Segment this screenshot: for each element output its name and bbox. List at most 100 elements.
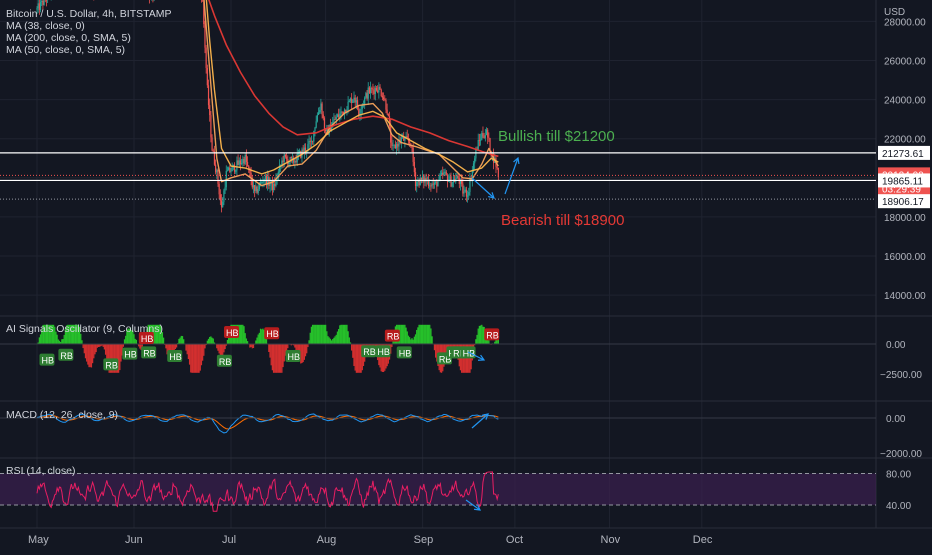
signal-badge-text: HB: [288, 352, 301, 362]
candle-body: [442, 173, 443, 175]
candle-body: [340, 112, 341, 114]
candle-body: [474, 158, 475, 163]
candle-body: [482, 133, 483, 136]
candle-body: [478, 140, 479, 150]
candle-body: [450, 176, 451, 186]
signal-badge-hb: HB: [39, 354, 54, 366]
month-label: Dec: [693, 534, 713, 546]
candle-body: [316, 121, 317, 127]
candle-body: [456, 176, 457, 179]
indicator-ma50[interactable]: MA (50, close, 0, SMA, 5): [6, 44, 172, 56]
candle: [43, 0, 44, 6]
candle-body: [436, 181, 437, 186]
candle-body: [364, 98, 365, 105]
candle-body: [204, 24, 205, 48]
candle-body: [291, 157, 292, 158]
candle-body: [434, 183, 435, 185]
candle-body: [41, 1, 42, 2]
candle-body: [240, 160, 241, 164]
candle-body: [440, 175, 441, 176]
candle-body: [356, 100, 357, 102]
bullish-annotation: Bullish till $21200: [498, 128, 615, 145]
candle-body: [378, 87, 379, 93]
candle-body: [441, 173, 442, 175]
signal-badge-text: HB: [226, 328, 239, 338]
candle-body: [216, 170, 217, 172]
candle-body: [295, 161, 296, 162]
candle-body: [217, 170, 218, 184]
candle-body: [357, 100, 358, 108]
candle-body: [348, 102, 349, 110]
macd-title[interactable]: MACD (12, 26, close, 9): [6, 409, 118, 421]
candle-body: [342, 112, 343, 113]
signal-badge-text: RB: [387, 332, 400, 342]
month-label: May: [28, 534, 49, 546]
candle-body: [208, 85, 209, 105]
candle-body: [497, 167, 498, 168]
candle-body: [396, 144, 397, 148]
candle-body: [446, 172, 447, 175]
price-tick-label: 14000.00: [884, 291, 926, 302]
candle-body: [423, 176, 424, 182]
candle-body: [387, 110, 388, 114]
candle-body: [43, 0, 44, 5]
indicator-ma38[interactable]: MA (38, close, 0): [6, 20, 172, 32]
candle-body: [224, 187, 225, 190]
candle-body: [311, 141, 312, 142]
price-tick-label: 24000.00: [884, 96, 926, 107]
candle-body: [260, 182, 261, 183]
month-label: Jun: [125, 534, 143, 546]
rsi-title[interactable]: RSI (14, close): [6, 465, 75, 477]
candle-body: [369, 88, 370, 93]
oscillator-title[interactable]: AI Signals Oscillator (9, Columns): [6, 323, 163, 335]
candle-body: [392, 145, 393, 146]
candle-body: [361, 109, 362, 113]
candle-body: [384, 99, 385, 100]
macd-tick-label: 0.00: [886, 414, 906, 425]
signal-badge-rb: RB: [385, 330, 400, 342]
candle-body: [370, 88, 371, 93]
candle-body: [374, 90, 375, 94]
candle-body: [421, 178, 422, 180]
month-label: Sep: [414, 534, 434, 546]
candle-body: [416, 182, 417, 186]
candle-body: [463, 192, 464, 194]
candle-body: [420, 178, 421, 186]
signal-badge-hb: HB: [264, 327, 279, 339]
signal-badge-text: RB: [363, 347, 376, 357]
symbol-title[interactable]: Bitcoin / U.S. Dollar, 4h, BITSTAMP: [6, 8, 172, 20]
candle-body: [247, 162, 248, 166]
candle-body: [219, 184, 220, 194]
candle-body: [255, 187, 256, 191]
candle-body: [435, 181, 436, 182]
candle-body: [229, 168, 230, 173]
candle-body: [252, 181, 253, 187]
candle-body: [215, 165, 216, 173]
candle-body: [473, 163, 474, 170]
candle-body: [485, 135, 486, 138]
candle-body: [207, 68, 208, 85]
candle-body: [269, 184, 270, 186]
signal-badge-rb: RB: [361, 345, 376, 357]
candle-body: [397, 144, 398, 147]
candle-body: [228, 168, 229, 171]
candle-body: [484, 136, 485, 137]
candle-body: [258, 189, 259, 193]
candle-body: [210, 115, 211, 137]
candle-body: [246, 155, 247, 162]
candle-body: [383, 97, 384, 99]
candle-body: [318, 112, 319, 115]
candle-body: [462, 184, 463, 194]
rsi-band: [0, 474, 876, 506]
indicator-ma200[interactable]: MA (200, close, 0, SMA, 5): [6, 32, 172, 44]
signal-badge-text: RB: [143, 348, 156, 358]
candle-body: [351, 99, 352, 103]
candle-body: [253, 185, 254, 187]
oscillator-legend: AI Signals Oscillator (9, Columns): [6, 323, 163, 335]
signal-badge-hb: HB: [375, 345, 390, 357]
candle-body: [377, 90, 378, 92]
signal-badge-text: HB: [141, 334, 154, 344]
candle-body: [468, 192, 469, 195]
